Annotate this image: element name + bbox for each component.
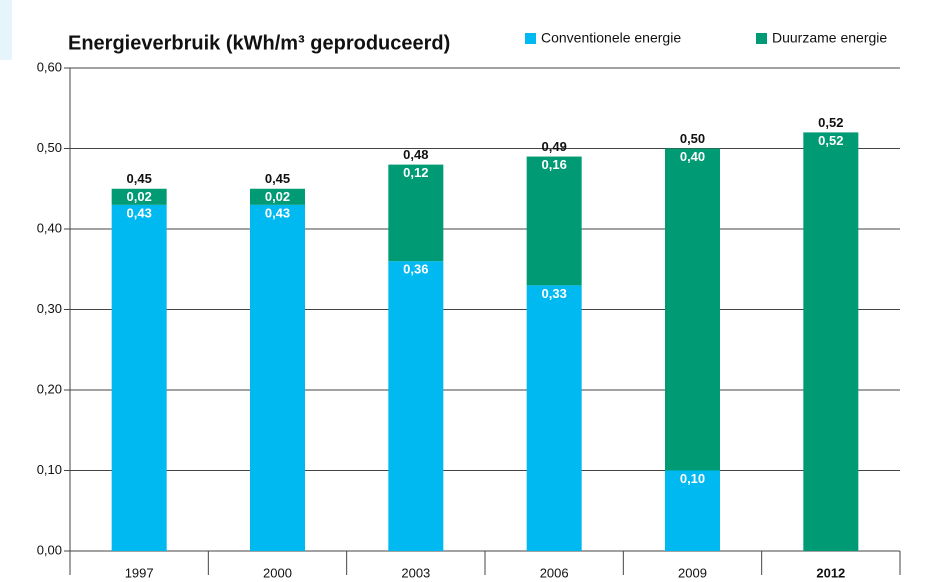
- x-tick-label: 2009: [678, 565, 707, 580]
- y-tick-label: 0,50: [37, 140, 62, 155]
- bar-segment: [665, 148, 720, 471]
- value-label: 0,33: [542, 286, 567, 301]
- value-label: 0,02: [127, 189, 152, 204]
- bar-segment: [111, 188, 167, 205]
- y-tick-label: 0,00: [37, 542, 62, 557]
- total-label: 0,45: [265, 171, 290, 186]
- value-label: 0,02: [265, 189, 290, 204]
- legend-swatch: [525, 33, 536, 44]
- total-label: 0,49: [542, 139, 567, 154]
- bar-segment: [526, 285, 582, 551]
- value-label: 0,16: [542, 157, 567, 172]
- value-label: 0,40: [680, 149, 705, 164]
- total-label: 0,45: [127, 171, 152, 186]
- chart-title: Energieverbruik (kWh/m³ geproduceerd): [68, 32, 450, 54]
- y-tick-label: 0,40: [37, 220, 62, 235]
- bar-segment: [665, 470, 720, 551]
- x-tick-label: 2012: [816, 565, 845, 580]
- value-label: 0,43: [265, 205, 290, 220]
- y-tick-label: 0,30: [37, 301, 62, 316]
- bar-segment: [250, 188, 305, 205]
- value-label: 0,36: [403, 262, 428, 277]
- value-label: 0,52: [818, 133, 843, 148]
- value-label: 0,12: [403, 165, 428, 180]
- x-tick-label: 2003: [401, 565, 430, 580]
- bar-segment: [111, 204, 167, 551]
- legend-label: Conventionele energie: [541, 30, 681, 46]
- bar-segment: [250, 204, 305, 551]
- bar-segment: [526, 156, 582, 286]
- bar-segment: [388, 164, 444, 262]
- total-label: 0,50: [680, 131, 705, 146]
- total-label: 0,48: [403, 147, 428, 162]
- bar-segment: [803, 132, 859, 551]
- x-tick-label: 2000: [263, 565, 292, 580]
- value-label: 0,10: [680, 471, 705, 486]
- x-tick-label: 1997: [125, 565, 154, 580]
- x-tick-label: 2006: [540, 565, 569, 580]
- y-tick-label: 0,60: [37, 59, 62, 74]
- y-tick-label: 0,10: [37, 462, 62, 477]
- value-label: 0,43: [127, 205, 152, 220]
- y-tick-label: 0,20: [37, 381, 62, 396]
- legend-swatch: [756, 33, 767, 44]
- total-label: 0,52: [818, 115, 843, 130]
- legend-label: Duurzame energie: [772, 30, 887, 46]
- decoration: [0, 0, 12, 60]
- bar-segment: [388, 261, 444, 551]
